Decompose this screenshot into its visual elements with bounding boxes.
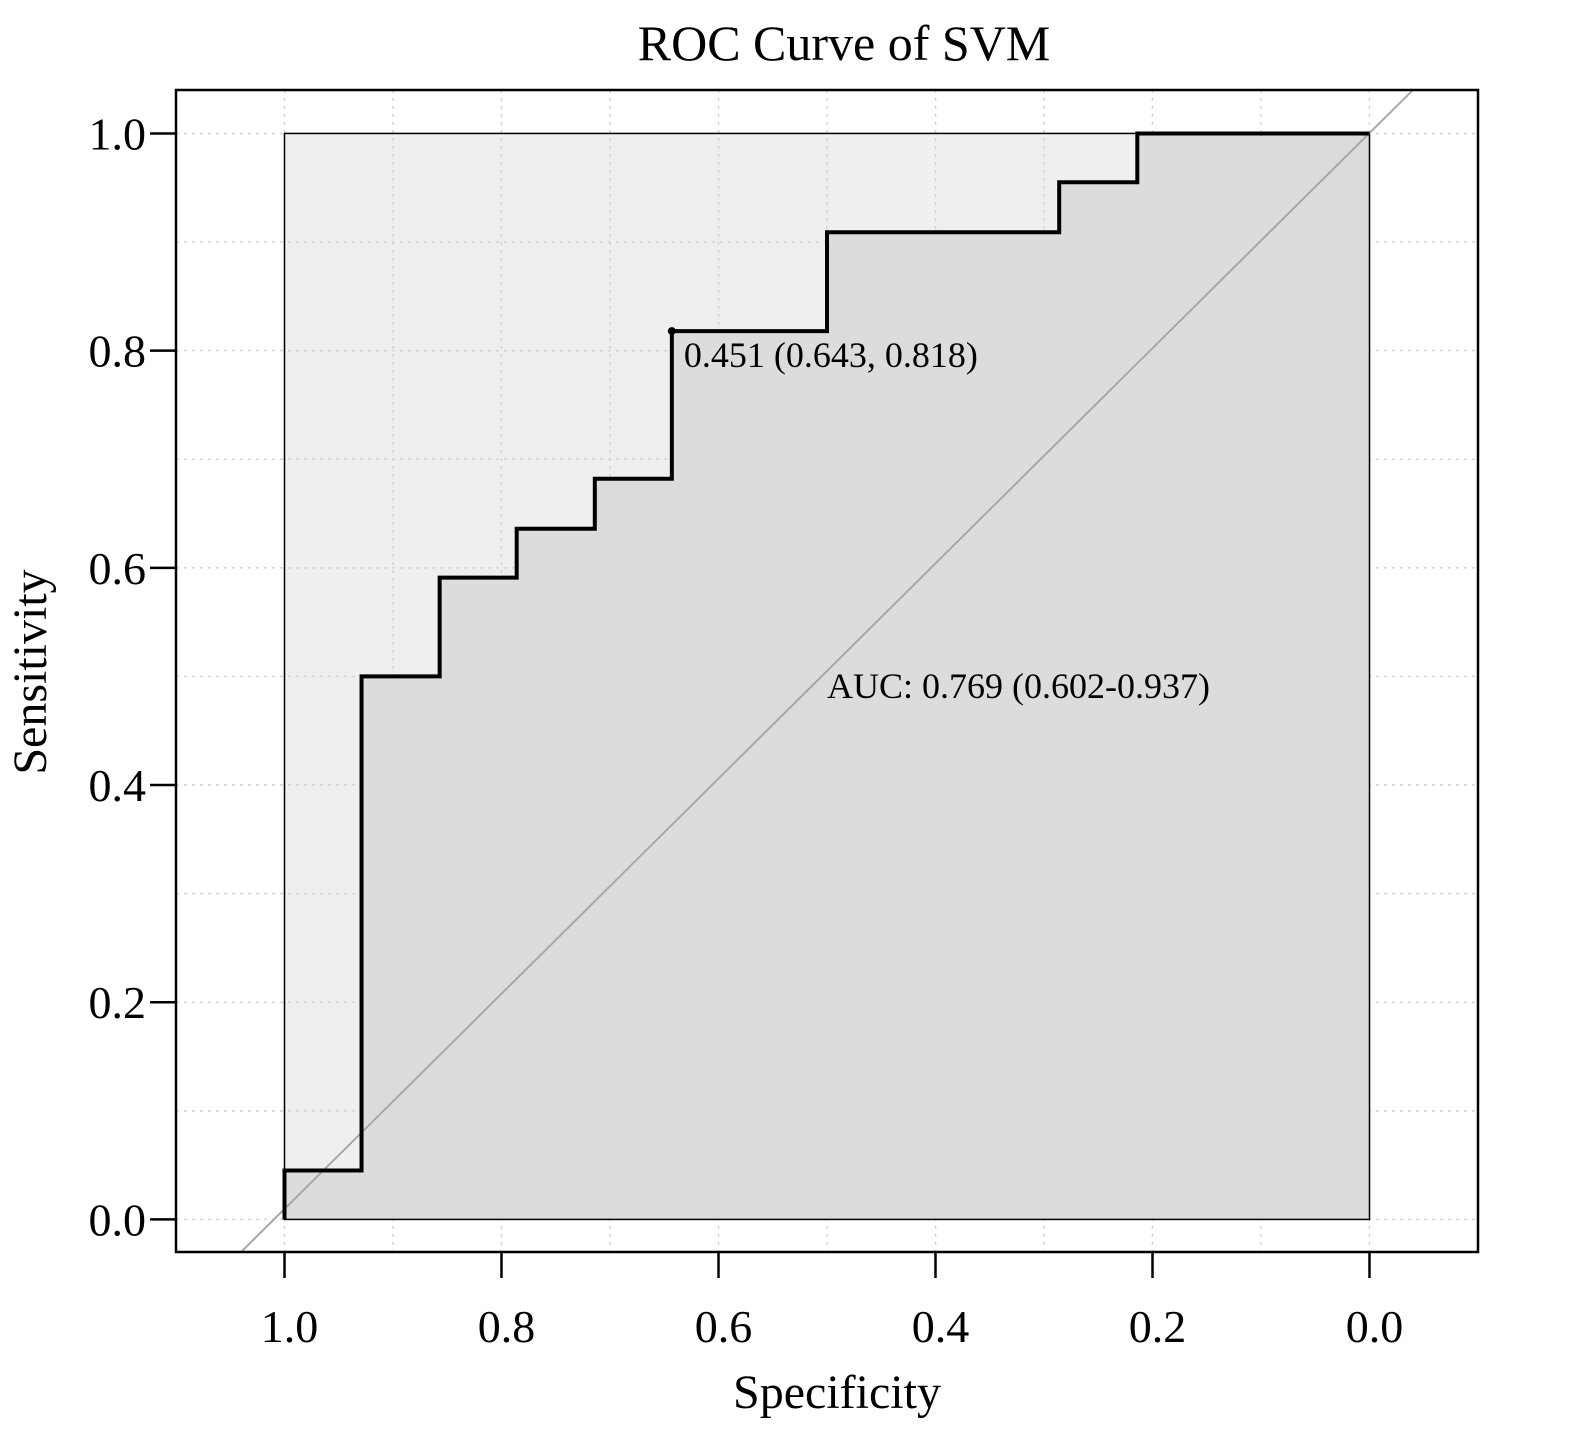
best-threshold-label: 0.451 (0.643, 0.818) bbox=[684, 335, 978, 375]
x-tick-labels: 1.0 0.8 0.6 0.4 0.2 0.0 bbox=[261, 1252, 1404, 1352]
roc-curve-line bbox=[282, 131, 1370, 1220]
x-tick-label: 0.0 bbox=[1346, 1301, 1404, 1352]
reference-diagonal bbox=[240, 90, 1414, 1252]
auc-area bbox=[284, 133, 1370, 1220]
y-tick-label: 0.2 bbox=[89, 977, 147, 1028]
best-threshold-point bbox=[667, 327, 676, 336]
unit-square-border bbox=[283, 132, 1371, 1221]
x-tick-label: 1.0 bbox=[261, 1301, 319, 1352]
auc-label: AUC: 0.769 (0.602-0.937) bbox=[827, 666, 1210, 706]
y-tick-label: 0.8 bbox=[89, 326, 147, 377]
x-tick-label: 0.8 bbox=[478, 1301, 536, 1352]
plot-area bbox=[174, 88, 1480, 1254]
y-tick-labels: 0.0 0.2 0.4 0.6 0.8 1.0 bbox=[89, 108, 176, 1245]
x-tick-label: 0.6 bbox=[695, 1301, 753, 1352]
x-axis-title: Specificity bbox=[733, 1366, 941, 1419]
y-tick-label: 0.0 bbox=[89, 1194, 147, 1245]
x-tick-label: 0.2 bbox=[1129, 1301, 1187, 1352]
plot-frame bbox=[174, 88, 1480, 1254]
y-tick-label: 0.6 bbox=[89, 543, 147, 594]
y-tick-label: 0.4 bbox=[89, 760, 147, 811]
y-tick-label: 1.0 bbox=[89, 108, 147, 159]
chart-title: ROC Curve of SVM bbox=[638, 15, 1051, 71]
y-axis-title: Sensitivity bbox=[4, 569, 57, 774]
x-tick-label: 0.4 bbox=[912, 1301, 970, 1352]
